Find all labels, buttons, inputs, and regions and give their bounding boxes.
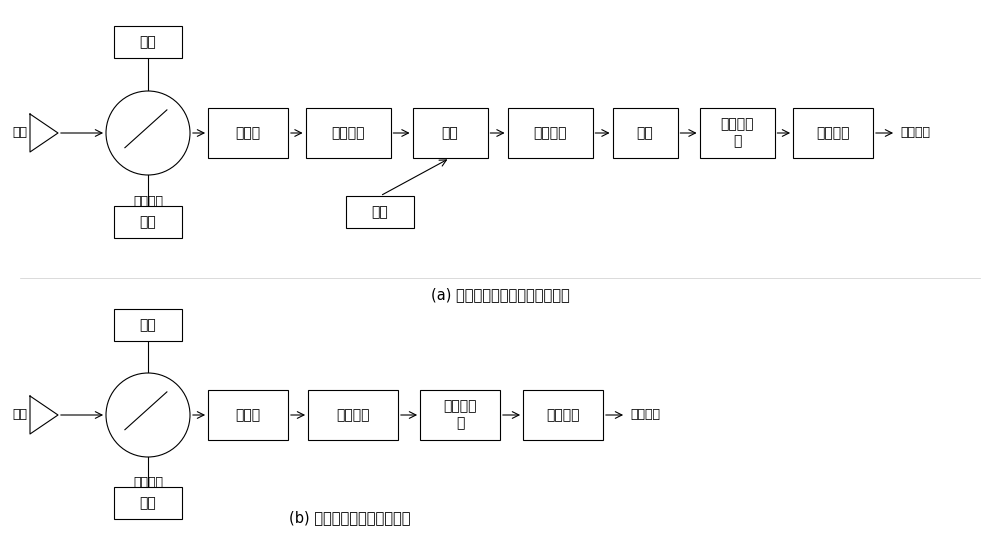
Text: 混频: 混频 <box>442 126 458 140</box>
Text: 切换开彳: 切换开彳 <box>133 195 163 208</box>
Bar <box>114 309 182 341</box>
Bar <box>346 196 414 228</box>
Text: 切换开彳: 切换开彳 <box>133 476 163 489</box>
Bar <box>413 108 488 158</box>
Bar <box>700 108 774 158</box>
Text: 低通滤波: 低通滤波 <box>816 126 850 140</box>
Text: 输出电压: 输出电压 <box>900 127 930 139</box>
Bar <box>114 487 182 519</box>
Bar <box>114 26 182 58</box>
Bar <box>612 108 678 158</box>
Text: 天线: 天线 <box>12 408 28 421</box>
Text: (a) 下变频方式实孔径微波辐射计: (a) 下变频方式实孔径微波辐射计 <box>431 287 569 302</box>
Bar <box>523 390 603 440</box>
Ellipse shape <box>106 91 190 175</box>
Text: 平方律检
波: 平方律检 波 <box>720 117 754 149</box>
Text: 本振: 本振 <box>372 205 388 219</box>
Text: 冷源: 冷源 <box>140 496 156 510</box>
Text: 天线: 天线 <box>12 127 28 139</box>
Text: 热源: 热源 <box>140 318 156 332</box>
Bar <box>793 108 873 158</box>
Bar <box>508 108 592 158</box>
Bar <box>208 390 288 440</box>
Text: 输出电压: 输出电压 <box>630 408 660 421</box>
Text: 中放: 中放 <box>637 126 653 140</box>
Text: 冷源: 冷源 <box>140 215 156 229</box>
Ellipse shape <box>106 373 190 457</box>
Bar <box>308 390 398 440</box>
Bar <box>114 206 182 238</box>
Text: 低噪放: 低噪放 <box>235 408 261 422</box>
Bar <box>420 390 500 440</box>
Bar <box>208 108 288 158</box>
Text: 低噪放: 低噪放 <box>235 126 261 140</box>
Text: 带通滤波: 带通滤波 <box>336 408 370 422</box>
Text: (b) 直检式实孔径微波辐射计: (b) 直检式实孔径微波辐射计 <box>289 511 411 526</box>
Text: 平方律检
波: 平方律检 波 <box>443 400 477 431</box>
Text: 带通滤波: 带通滤波 <box>331 126 365 140</box>
Text: 带通滤波: 带通滤波 <box>533 126 567 140</box>
Bar <box>306 108 390 158</box>
Text: 热源: 热源 <box>140 35 156 49</box>
Text: 低通滤波: 低通滤波 <box>546 408 580 422</box>
